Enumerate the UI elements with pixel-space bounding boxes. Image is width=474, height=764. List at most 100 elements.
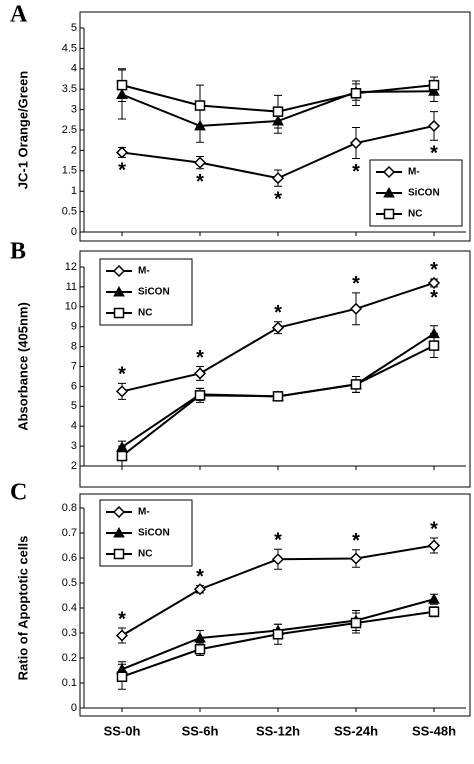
legend-label: NC: [138, 549, 152, 560]
panel-label: A: [10, 2, 28, 28]
marker: [349, 302, 363, 315]
marker: [112, 505, 126, 519]
x-tick-label: SS-12h: [256, 723, 300, 738]
marker: [383, 186, 395, 198]
y-tick-label: 8: [71, 341, 77, 353]
significance-star: *: [352, 161, 360, 183]
marker: [194, 390, 206, 401]
marker: [272, 629, 284, 640]
y-tick-label: 9: [71, 321, 77, 333]
y-tick-label: 2: [71, 144, 77, 156]
marker: [193, 583, 207, 596]
marker: [113, 285, 125, 297]
marker: [116, 450, 128, 462]
significance-star: *: [118, 364, 126, 386]
legend-label: SiCON: [138, 287, 170, 298]
y-tick-label: 3: [71, 104, 77, 116]
significance-star: *: [274, 530, 282, 552]
marker: [112, 264, 126, 278]
marker: [272, 106, 284, 117]
y-tick-label: 0.1: [62, 677, 77, 689]
marker: [194, 631, 206, 643]
x-tick-label: SS-0h: [104, 723, 141, 738]
y-tick-label: 1: [71, 185, 77, 197]
marker: [427, 119, 441, 132]
y-tick-label: 10: [65, 301, 77, 313]
y-tick-label: 2: [71, 460, 77, 472]
y-tick-label: 0.5: [62, 577, 77, 589]
y-axis-title: Absorbance (405nm): [15, 302, 30, 431]
y-tick-label: 0.3: [62, 627, 77, 639]
significance-star: *: [274, 302, 282, 324]
y-tick-label: 3.5: [62, 83, 77, 95]
marker: [383, 208, 395, 220]
significance-star: *: [196, 566, 204, 588]
marker: [113, 307, 125, 319]
x-tick-label: SS-48h: [412, 723, 456, 738]
y-tick-label: 0: [71, 226, 77, 238]
y-tick-label: 0.6: [62, 552, 77, 564]
marker: [194, 644, 206, 655]
y-tick-label: 0.8: [62, 502, 77, 514]
marker: [193, 156, 207, 169]
marker: [427, 539, 441, 552]
y-tick-label: 12: [65, 261, 77, 273]
y-axis-title: JC-1 Orange/Green: [15, 71, 30, 190]
significance-star: *: [430, 259, 438, 281]
marker: [116, 79, 128, 91]
marker: [428, 79, 440, 91]
marker: [427, 276, 441, 289]
marker: [115, 146, 129, 159]
significance-star: *: [274, 189, 282, 211]
marker: [271, 553, 285, 566]
y-tick-label: 0.2: [62, 652, 77, 664]
marker: [428, 606, 440, 617]
y-tick-label: 2.5: [62, 124, 77, 136]
significance-star: *: [430, 142, 438, 164]
marker: [271, 172, 285, 185]
marker: [115, 385, 129, 398]
y-tick-label: 1.5: [62, 165, 77, 177]
marker: [113, 526, 125, 538]
x-tick-label: SS-24h: [334, 723, 378, 738]
x-tick-label: SS-6h: [182, 723, 219, 738]
significance-star: *: [196, 171, 204, 193]
significance-star: *: [196, 347, 204, 369]
marker: [428, 593, 440, 604]
marker: [271, 321, 285, 334]
marker: [349, 136, 363, 150]
marker: [113, 548, 125, 560]
panel-label: C: [10, 480, 27, 506]
y-tick-label: 0.4: [62, 602, 77, 614]
legend-label: M-: [138, 507, 150, 518]
marker: [349, 552, 363, 565]
y-tick-label: 7: [71, 360, 77, 372]
y-tick-label: 4: [71, 420, 77, 432]
y-tick-label: 6: [71, 380, 77, 392]
significance-star: *: [430, 518, 438, 540]
legend-label: SiCON: [138, 528, 170, 539]
y-tick-label: 4: [71, 63, 77, 75]
significance-star: *: [118, 608, 126, 630]
marker: [193, 367, 207, 380]
significance-star: *: [352, 530, 360, 552]
marker: [350, 617, 362, 629]
marker: [350, 88, 362, 99]
y-tick-label: 0: [71, 702, 77, 714]
y-tick-label: 0.5: [62, 206, 77, 218]
marker: [428, 340, 440, 351]
legend-label: NC: [408, 209, 422, 220]
y-tick-label: 5: [71, 22, 77, 34]
marker: [350, 379, 362, 390]
y-tick-label: 11: [66, 281, 77, 293]
marker: [382, 165, 396, 179]
significance-star: *: [430, 287, 438, 309]
legend-label: M-: [138, 266, 150, 277]
y-tick-label: 3: [71, 440, 77, 452]
marker: [115, 629, 129, 642]
y-tick-label: 0.7: [62, 527, 77, 539]
legend-label: SiCON: [408, 188, 440, 199]
y-tick-label: 5: [71, 400, 77, 412]
marker: [116, 671, 128, 682]
